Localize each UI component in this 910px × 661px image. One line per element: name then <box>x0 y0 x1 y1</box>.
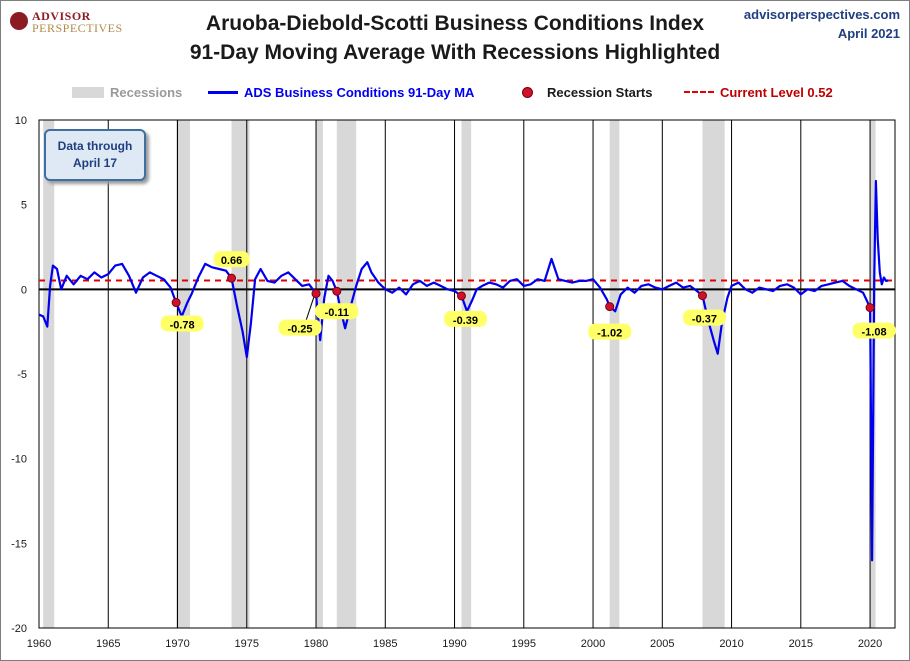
x-tick-label: 1970 <box>165 638 189 650</box>
x-tick-label: 1960 <box>27 638 51 650</box>
y-tick-label: -20 <box>11 623 27 635</box>
note-line2: April 17 <box>72 156 117 170</box>
x-tick-label: 1980 <box>304 638 328 650</box>
legend-current: Current Level 0.52 <box>684 83 833 101</box>
x-tick-label: 1975 <box>235 638 259 650</box>
recession-band <box>176 120 190 628</box>
recession-start-marker <box>605 302 615 312</box>
x-tick-label: 1990 <box>442 638 466 650</box>
legend-starts-label: Recession Starts <box>547 84 653 100</box>
recession-band <box>336 120 357 628</box>
callout-background <box>682 309 726 326</box>
site-url: advisorperspectives.com <box>743 7 900 22</box>
recession-band <box>461 120 472 628</box>
plot-area-border <box>38 119 896 629</box>
legend-recessions: Recessions <box>72 83 182 101</box>
legend-current-label: Current Level 0.52 <box>720 84 833 100</box>
x-tick-label: 2020 <box>858 638 882 650</box>
y-tick-label: -15 <box>11 538 27 550</box>
callout-leader <box>305 296 315 321</box>
y-tick-label: -10 <box>11 454 27 466</box>
callout-background <box>315 303 359 320</box>
recession-swatch <box>72 86 104 98</box>
recession-start-label: -0.25 <box>287 324 312 336</box>
recession-start-label: -0.37 <box>692 314 717 326</box>
recession-start-marker <box>697 291 707 301</box>
legend-series-label: ADS Business Conditions 91-Day MA <box>244 84 475 100</box>
recession-start-label: -0.39 <box>453 315 478 327</box>
recession-band <box>231 120 250 628</box>
y-tick-label: 0 <box>21 284 27 296</box>
x-tick-label: 1965 <box>96 638 120 650</box>
logo-icon <box>10 12 28 30</box>
x-tick-label: 2000 <box>581 638 605 650</box>
chart-title-line1: Aruoba-Diebold-Scotti Business Condition… <box>205 12 705 35</box>
chart-title-line2: 91-Day Moving Average With Recessions Hi… <box>189 41 721 64</box>
recession-start-marker <box>171 298 181 308</box>
note-line1: Data through <box>57 139 133 153</box>
legend-recessions-label: Recessions <box>110 84 183 100</box>
recession-start-marker <box>865 303 875 313</box>
y-tick-label: 10 <box>15 115 27 127</box>
recession-start-label: 0.66 <box>221 255 242 267</box>
x-tick-label: 2005 <box>650 638 674 650</box>
brand-name-line2: PERSPECTIVES <box>32 21 123 35</box>
recession-start-label: -0.11 <box>325 307 349 319</box>
callout-background <box>443 310 487 327</box>
brand-name-line1: ADVISOR <box>32 9 91 23</box>
marker-swatch <box>522 86 533 98</box>
x-tick-label: 1995 <box>512 638 536 650</box>
callout-background <box>278 319 322 336</box>
recession-start-label: -0.78 <box>170 320 195 332</box>
x-tick-label: 2010 <box>719 638 743 650</box>
recession-start-label: -1.08 <box>862 327 887 339</box>
recession-start-label: -1.02 <box>597 328 622 340</box>
recession-band <box>316 120 323 628</box>
y-tick-label: -5 <box>17 369 27 381</box>
recession-band <box>702 120 725 628</box>
x-tick-label: 2015 <box>789 638 813 650</box>
publication-date: April 2021 <box>837 26 900 41</box>
recession-start-marker <box>311 289 321 299</box>
recession-band <box>609 120 620 628</box>
series-line <box>38 179 889 562</box>
callout-background <box>160 315 204 332</box>
callout-background <box>852 322 896 339</box>
recession-start-marker <box>456 291 466 301</box>
series-swatch <box>208 90 238 94</box>
data-through-note: Data through April 17 <box>44 129 146 181</box>
recession-band <box>43 120 55 628</box>
y-tick-label: 5 <box>21 200 27 212</box>
chart-legend: Recessions ADS Business Conditions 91-Da… <box>0 83 910 101</box>
callout-background <box>213 251 250 268</box>
recession-start-marker <box>332 286 342 296</box>
legend-series: ADS Business Conditions 91-Day MA <box>208 83 474 101</box>
x-tick-label: 1985 <box>373 638 397 650</box>
callout-background <box>588 323 632 340</box>
current-level-swatch <box>684 91 714 93</box>
recession-start-marker <box>227 273 237 283</box>
legend-starts: Recession Starts <box>522 83 653 101</box>
